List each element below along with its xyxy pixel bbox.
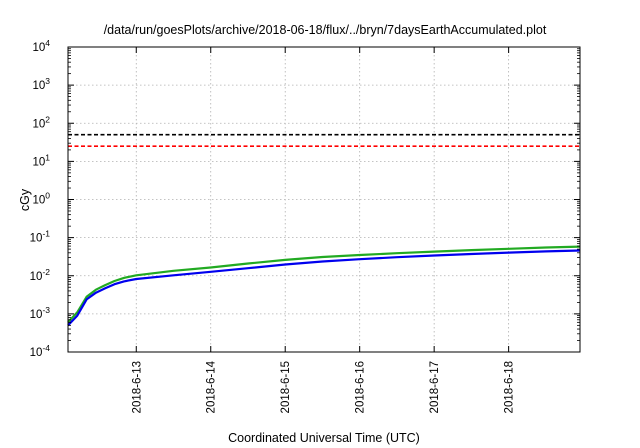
y-tick-label: 100: [32, 191, 50, 207]
y-tick-label: 10-2: [30, 267, 51, 283]
series-lines: [67, 245, 581, 327]
y-tick-label: 10-4: [30, 343, 51, 359]
x-tick-label: 2018-6-15: [280, 361, 292, 413]
y-tick-label: 103: [32, 76, 50, 92]
grid: [68, 47, 580, 352]
x-tick-label: 2018-6-13: [131, 361, 143, 413]
x-tick-label: 2018-6-18: [504, 361, 516, 413]
threshold-lines: [68, 133, 580, 148]
x-tick-label: 2018-6-16: [355, 361, 367, 413]
y-tick-label: 101: [32, 152, 50, 168]
series-line: [67, 245, 581, 324]
y-tick-label: 102: [32, 114, 50, 130]
x-tick-label: 2018-6-14: [206, 360, 218, 413]
axis-ticks: 10-4 10-3 10-2 10-1 100 101 102 103 104 2018-6-13…: [30, 38, 580, 413]
y-tick-label: 104: [32, 38, 50, 54]
y-tick-label: 10-3: [30, 305, 51, 321]
plot-frame: [67, 46, 581, 353]
x-axis-label: Coordinated Universal Time (UTC): [228, 431, 420, 445]
x-tick-label: 2018-6-17: [429, 361, 441, 413]
chart-title: /data/run/goesPlots/archive/2018-06-18/f…: [104, 23, 547, 37]
series-line: [67, 249, 581, 327]
y-tick-label: 10-1: [30, 229, 51, 245]
y-axis-label: cGy: [18, 188, 32, 211]
